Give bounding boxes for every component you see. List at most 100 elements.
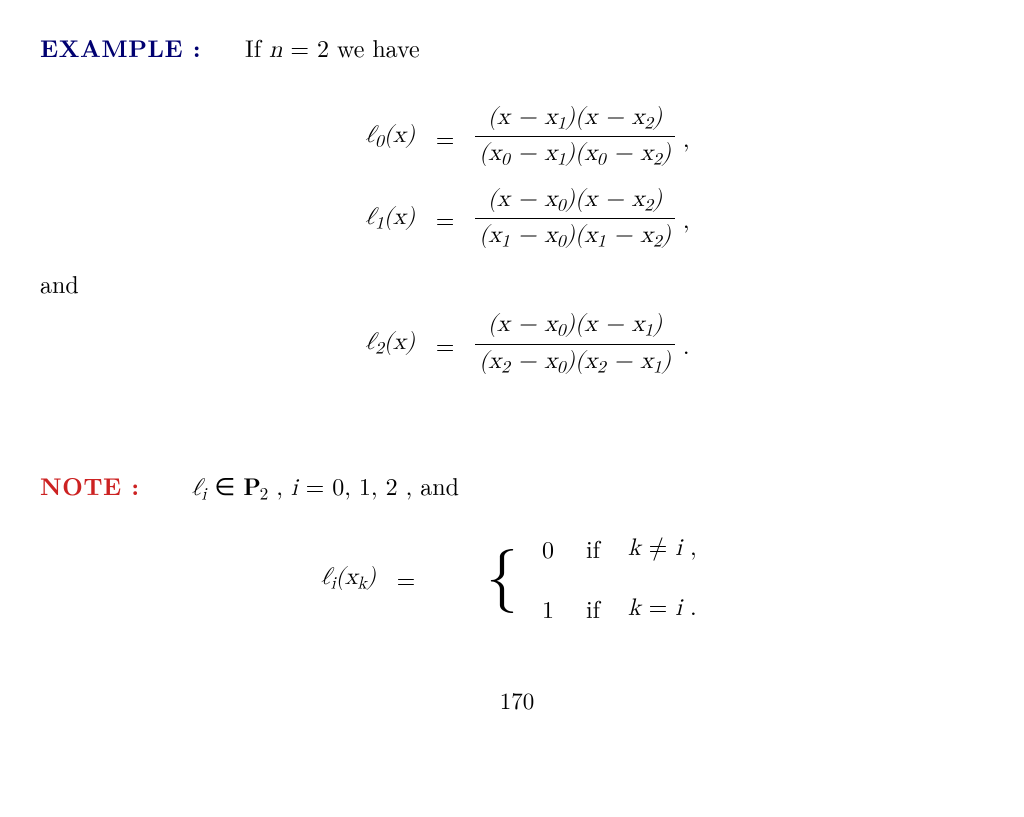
l0-den-c: )(x bbox=[566, 141, 597, 165]
note-block: NOTE : ℓi ∈ P2 , i = 0, 1, 2 , and ℓi(xk… bbox=[40, 468, 994, 625]
intro-two: 2 bbox=[317, 30, 329, 64]
l0-num-b: )(x − x bbox=[566, 105, 645, 129]
note-P-sub: 2 bbox=[260, 486, 269, 503]
l1-den-c-sub: 1 bbox=[597, 233, 606, 250]
note-ivar: i bbox=[291, 476, 298, 500]
piece-open: (x bbox=[336, 565, 358, 589]
l0-den-c-sub: 0 bbox=[597, 152, 606, 169]
case1-op: = bbox=[649, 596, 668, 620]
case-row-1: 1 if k = i . bbox=[528, 591, 768, 625]
l2-ell: ℓ bbox=[365, 330, 375, 354]
l1-arg: (x) bbox=[384, 205, 415, 229]
l2-lhs: ℓ2(x) bbox=[325, 328, 415, 359]
note-header: NOTE : ℓi ∈ P2 , i = 0, 1, 2 , and bbox=[40, 468, 994, 505]
l2-tail: . bbox=[675, 327, 709, 361]
note-and: and bbox=[420, 468, 459, 502]
l1-den-b-sub: 0 bbox=[557, 233, 566, 250]
piecewise-definition: ℓi(xk) = { 0 if k ≠ i , 1 if k = i . bbox=[40, 531, 994, 625]
l0-den-a: (x bbox=[479, 141, 501, 165]
note-sp bbox=[148, 468, 184, 502]
note-i-eq: = 0, 1, 2 , bbox=[298, 468, 421, 502]
note-P: P2 bbox=[243, 476, 268, 500]
l1-num-a: (x − x bbox=[488, 187, 557, 211]
l1-den-d: − x bbox=[606, 223, 653, 247]
brace-icon: { bbox=[436, 546, 528, 610]
example-label: EXAMPLE : bbox=[40, 31, 201, 65]
l2-den-b: − x bbox=[510, 349, 557, 373]
case1-expr: k = i . bbox=[618, 594, 768, 623]
l1-den: (x1 − x0)(x1 − x2) bbox=[475, 218, 675, 252]
intro-eq: = bbox=[282, 30, 317, 64]
l2-den: (x2 − x0)(x2 − x1) bbox=[475, 344, 675, 378]
example-header: EXAMPLE : If n = 2 we have bbox=[40, 30, 994, 65]
piece-ell: ℓ bbox=[321, 565, 331, 589]
intro-post: we have bbox=[329, 30, 420, 64]
case0-expr: k ≠ i , bbox=[618, 534, 768, 563]
page-number: 170 bbox=[40, 683, 994, 716]
l2-num: (x − x0)(x − x1) bbox=[484, 310, 667, 343]
l2-frac: (x − x0)(x − x1) (x2 − x0)(x2 − x1) bbox=[475, 310, 675, 378]
note-li: ℓi bbox=[192, 476, 215, 500]
l0-num: (x − x1)(x − x2) bbox=[484, 103, 667, 136]
l2-arg: (x) bbox=[384, 330, 415, 354]
l1-lhs: ℓ1(x) bbox=[325, 203, 415, 234]
l1-den-a: (x bbox=[479, 223, 501, 247]
case0-val: 0 bbox=[528, 531, 568, 565]
l1-num-b: )(x − x bbox=[566, 187, 645, 211]
intro-n: n bbox=[269, 38, 282, 62]
l0-den-b-sub: 1 bbox=[557, 152, 566, 169]
l0-eq: = bbox=[415, 120, 475, 154]
l0-den-b: − x bbox=[510, 141, 557, 165]
equation-l0: ℓ0(x) = (x − x1)(x − x2) (x0 − x1)(x0 − … bbox=[40, 103, 994, 171]
case0-i: i bbox=[667, 536, 690, 560]
l1-num-a-sub: 0 bbox=[557, 197, 566, 214]
l2-den-a: (x bbox=[479, 349, 501, 373]
note-sep: , bbox=[276, 468, 291, 502]
and-text: and bbox=[40, 266, 994, 300]
note-ell-sub: i bbox=[202, 486, 207, 503]
equation-l1: ℓ1(x) = (x − x0)(x − x2) (x1 − x0)(x1 − … bbox=[40, 185, 994, 253]
case1-tail: . bbox=[690, 596, 697, 620]
piece-lhs: ℓi(xk) bbox=[266, 563, 376, 594]
intro-text-pre: If bbox=[245, 30, 269, 64]
piece-cases: 0 if k ≠ i , 1 if k = i . bbox=[528, 531, 768, 625]
note-ell: ℓ bbox=[192, 476, 202, 500]
equation-l2: ℓ2(x) = (x − x0)(x − x1) (x2 − x0)(x2 − … bbox=[40, 310, 994, 378]
l2-den-d-sub: 1 bbox=[653, 359, 662, 376]
l2-den-end: ) bbox=[662, 349, 671, 373]
case1-k: k bbox=[628, 596, 649, 620]
l0-den: (x0 − x1)(x0 − x2) bbox=[475, 136, 675, 170]
l2-sub: 2 bbox=[375, 341, 384, 358]
l1-num: (x − x0)(x − x2) bbox=[484, 185, 667, 218]
l1-den-b: − x bbox=[510, 223, 557, 247]
case1-if: if bbox=[568, 591, 618, 625]
case0-tail: , bbox=[690, 536, 697, 560]
l2-num-a-sub: 0 bbox=[557, 323, 566, 340]
l0-num-b-sub: 2 bbox=[644, 115, 653, 132]
l0-den-a-sub: 0 bbox=[501, 152, 510, 169]
l2-den-b-sub: 0 bbox=[557, 359, 566, 376]
l2-num-a: (x − x bbox=[488, 312, 557, 336]
l0-num-end: ) bbox=[653, 105, 662, 129]
l2-num-b: )(x − x bbox=[566, 312, 645, 336]
l0-arg: (x) bbox=[384, 123, 415, 147]
piece-eq: = bbox=[376, 561, 436, 595]
l2-num-end: ) bbox=[653, 312, 662, 336]
l1-den-a-sub: 1 bbox=[501, 233, 510, 250]
piece-close: ) bbox=[367, 565, 376, 589]
l1-eq: = bbox=[415, 201, 475, 235]
l2-num-b-sub: 1 bbox=[644, 323, 653, 340]
l0-frac: (x − x1)(x − x2) (x0 − x1)(x0 − x2) bbox=[475, 103, 675, 171]
case0-if: if bbox=[568, 531, 618, 565]
l0-den-end: ) bbox=[662, 141, 671, 165]
l2-den-d: − x bbox=[606, 349, 653, 373]
l2-eq: = bbox=[415, 327, 475, 361]
l0-den-d: − x bbox=[606, 141, 653, 165]
l1-frac: (x − x0)(x − x2) (x1 − x0)(x1 − x2) bbox=[475, 185, 675, 253]
l1-tail: , bbox=[675, 201, 709, 235]
note-P-letter: P bbox=[243, 474, 259, 503]
note-label: NOTE : bbox=[40, 469, 140, 503]
piece-arg-sub: k bbox=[358, 575, 367, 592]
note-in: ∈ bbox=[214, 468, 243, 502]
l1-num-end: ) bbox=[653, 187, 662, 211]
